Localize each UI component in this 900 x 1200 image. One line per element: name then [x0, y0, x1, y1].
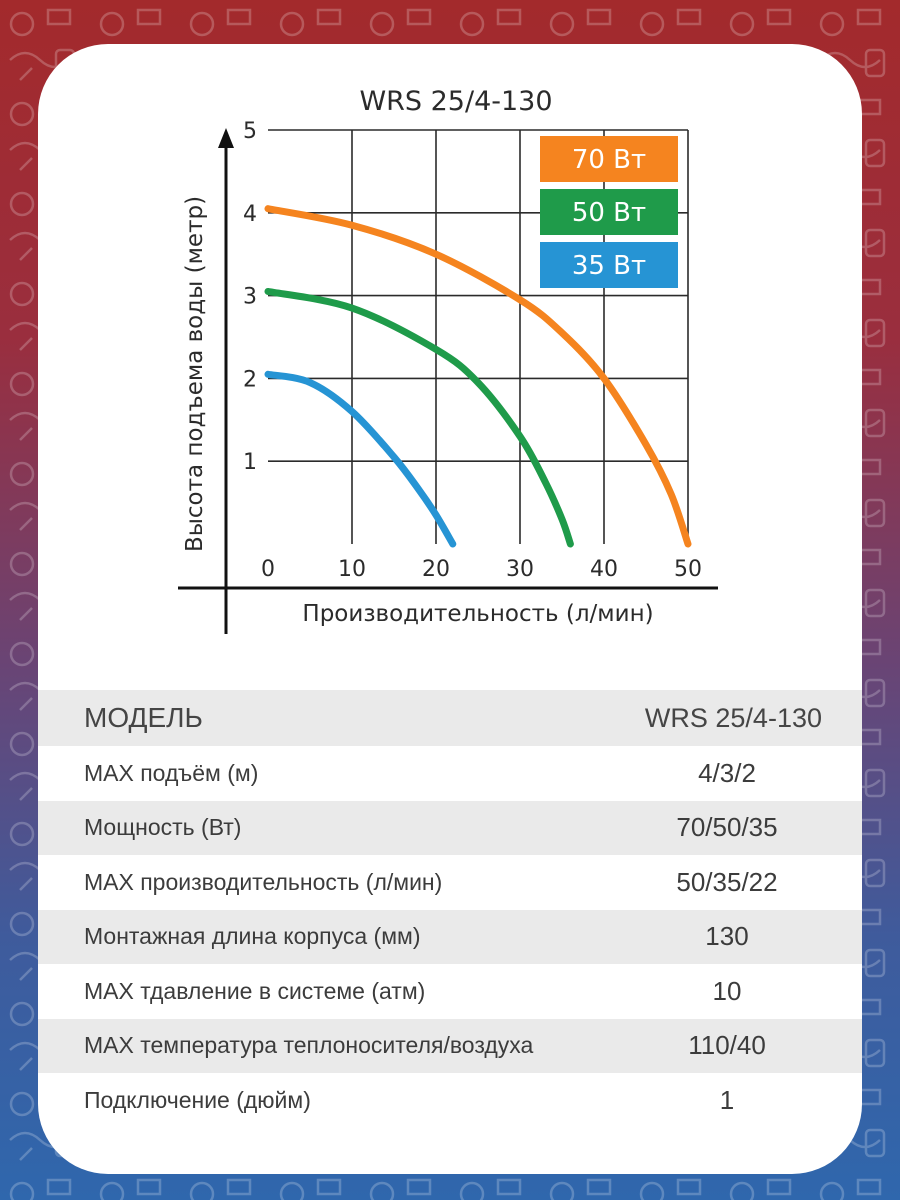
x-tick-label: 20: [422, 557, 450, 582]
chart-svg: WRS 25/4-130 0 10 20 30 40 50 1 2 3 4 5 70 Вт 50 Вт…: [178, 86, 718, 634]
chart-title: WRS 25/4-130: [359, 86, 552, 117]
spec-row-max-lift: MAX подъём (м) 4/3/2: [38, 746, 862, 801]
y-axis-arrow: [218, 128, 234, 148]
y-tick-label: 5: [243, 119, 257, 144]
spec-value: 70/50/35: [676, 812, 778, 843]
spec-value: 1: [719, 1084, 735, 1115]
spec-value: 4/3/2: [698, 757, 756, 788]
x-tick-label: 30: [506, 557, 534, 582]
x-tick-label: 10: [338, 557, 366, 582]
spec-label: MAX тдавление в системе (атм): [84, 977, 426, 1004]
spec-value: 110/40: [688, 1030, 766, 1061]
series-line-50-Вт: [264, 287, 574, 548]
chart-grid: [268, 129, 689, 544]
spec-label: MAX производительность (л/мин): [84, 868, 443, 895]
chart-ticks: 0 10 20 30 40 50 1 2 3 4 5: [243, 119, 702, 582]
legend-swatch: [540, 189, 678, 235]
spec-table-header: МОДЕЛЬ WRS 25/4-130: [38, 690, 862, 746]
spec-row-max-pressure: MAX тдавление в системе (атм) 10: [38, 964, 862, 1019]
spec-label: MAX температура теплоносителя/воздуха: [84, 1032, 534, 1059]
y-tick-label: 2: [243, 367, 257, 392]
x-tick-label: 0: [261, 557, 275, 582]
x-axis-label: Производительность (л/мин): [302, 601, 653, 627]
spec-header-value: WRS 25/4-130: [644, 702, 822, 733]
spec-value: 10: [712, 975, 742, 1006]
legend-label: 50 Вт: [572, 198, 646, 228]
y-tick-label: 4: [243, 202, 257, 227]
spec-row-connection: Подключение (дюйм) 1: [38, 1073, 862, 1128]
legend-swatch: [540, 242, 678, 288]
spec-label: Мощность (Вт): [84, 814, 242, 841]
spec-value: 130: [705, 921, 749, 952]
legend-label: 35 Вт: [572, 251, 646, 281]
spec-label: MAX подъём (м): [84, 759, 259, 786]
y-tick-label: 1: [243, 450, 257, 475]
series-line-70-Вт: [264, 205, 692, 548]
spec-row-max-temperature: MAX температура теплоносителя/воздуха 11…: [38, 1018, 862, 1073]
legend-label: 70 Вт: [572, 145, 646, 175]
spec-header-label: МОДЕЛЬ: [84, 702, 203, 733]
chart-axes: [178, 128, 718, 634]
legend-swatch: [540, 136, 678, 182]
spec-row-power: Мощность (Вт) 70/50/35: [38, 800, 862, 855]
spec-value: 50/35/22: [676, 866, 778, 897]
spec-label: Подключение (дюйм): [84, 1086, 311, 1113]
spec-table: МОДЕЛЬ WRS 25/4-130 MAX подъём (м) 4/3/2…: [38, 690, 862, 1128]
x-tick-label: 50: [674, 557, 702, 582]
spec-row-install-length: Монтажная длина корпуса (мм) 130: [38, 909, 862, 964]
chart-series: [264, 205, 692, 548]
spec-label: Монтажная длина корпуса (мм): [84, 923, 421, 950]
chart-legend: 70 Вт 50 Вт 35 Вт: [540, 136, 678, 288]
spec-row-max-flow: MAX производительность (л/мин) 50/35/22: [38, 855, 862, 910]
y-axis-label: Высота подъема воды (метр): [182, 196, 208, 552]
x-tick-label: 40: [590, 557, 618, 582]
y-tick-label: 3: [243, 285, 257, 310]
series-line-35-Вт: [264, 370, 457, 548]
pump-curve-chart: WRS 25/4-130 0 10 20 30 40 50 1 2 3 4 5 70 Вт 50 Вт…: [38, 44, 862, 684]
product-card: WRS 25/4-130 0 10 20 30 40 50 1 2 3 4 5 70 Вт 50 Вт…: [38, 44, 862, 1174]
